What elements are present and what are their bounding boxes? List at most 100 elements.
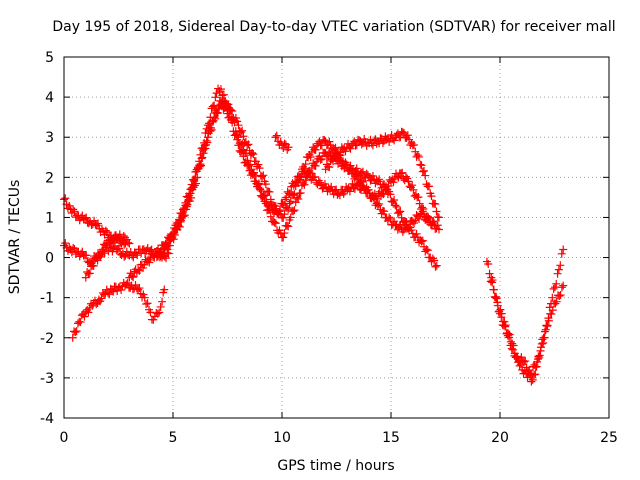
data-point [320, 136, 329, 145]
data-point [413, 151, 422, 160]
data-point [279, 213, 288, 222]
data-point [531, 363, 540, 372]
data-point [385, 213, 394, 222]
data-point [109, 237, 118, 246]
data-point [226, 106, 235, 115]
data-point [155, 308, 164, 317]
data-point [386, 190, 395, 199]
data-point [423, 212, 432, 221]
y-tick-label: 4 [45, 90, 54, 106]
data-point [271, 202, 280, 211]
data-point [175, 216, 184, 225]
series-track-5 [125, 84, 439, 282]
data-point [243, 161, 252, 170]
data-point [218, 91, 227, 100]
data-point [71, 328, 80, 337]
data-point [352, 170, 361, 179]
data-point [101, 226, 110, 235]
data-point [224, 100, 233, 109]
data-point [311, 172, 320, 181]
data-point [316, 155, 325, 164]
data-point [236, 128, 245, 137]
data-point [417, 161, 426, 170]
chart-title: Day 195 of 2018, Sidereal Day-to-day VTE… [52, 19, 615, 35]
data-point [434, 225, 443, 234]
data-point [398, 168, 407, 177]
data-point [202, 136, 211, 145]
data-point [158, 297, 167, 306]
data-point [392, 202, 401, 211]
data-point [346, 164, 355, 173]
data-point [289, 207, 298, 216]
data-point [125, 239, 134, 248]
data-point [76, 318, 85, 327]
data-point [186, 185, 195, 194]
data-point [400, 129, 409, 138]
data-point [281, 195, 290, 204]
data-point [153, 309, 162, 318]
data-point [195, 161, 204, 170]
data-point [329, 190, 338, 199]
data-point [231, 130, 240, 139]
data-point [557, 249, 566, 258]
y-tick-label: 0 [45, 251, 54, 267]
data-point [238, 126, 247, 135]
data-point [550, 283, 559, 292]
data-point [142, 300, 151, 309]
data-point [93, 256, 102, 265]
data-point [375, 175, 384, 184]
data-point [198, 153, 207, 162]
y-tick-label: -1 [40, 291, 54, 307]
data-point [409, 185, 418, 194]
x-tick-label: 15 [382, 430, 400, 446]
data-point [396, 207, 405, 216]
data-point [430, 256, 439, 265]
data-point [554, 265, 563, 274]
axis-ticks [63, 56, 610, 419]
data-point [117, 286, 126, 295]
data-point [255, 184, 264, 193]
data-point [394, 173, 403, 182]
grid [64, 57, 609, 418]
data-point [119, 231, 128, 240]
y-tick-label: 5 [45, 50, 54, 66]
data-point [272, 131, 281, 140]
x-tick-labels: 0 5 10 15 20 25 [60, 430, 618, 446]
data-point [398, 128, 407, 137]
data-point [211, 93, 220, 102]
data-point [210, 113, 219, 122]
data-point [159, 251, 168, 260]
data-point [352, 141, 361, 150]
data-point [113, 245, 122, 254]
data-point [411, 216, 420, 225]
data-point [508, 339, 517, 348]
data-point [259, 191, 268, 200]
data-point [280, 139, 289, 148]
data-point [279, 233, 288, 242]
data-point [156, 302, 165, 311]
data-point [335, 191, 344, 200]
data-point [403, 223, 412, 232]
x-tick-label: 0 [60, 430, 69, 446]
series-track-3 [81, 230, 130, 282]
data-point [170, 228, 179, 237]
data-point [145, 258, 154, 267]
data-point [258, 192, 267, 201]
data-point [544, 316, 553, 325]
series-track-11 [487, 273, 568, 378]
data-point [491, 293, 500, 302]
data-point [368, 191, 377, 200]
y-tick-label: 1 [45, 210, 54, 226]
data-point [327, 182, 336, 191]
data-point [114, 244, 123, 253]
data-point [423, 246, 432, 255]
data-point [167, 234, 176, 243]
data-point [497, 309, 506, 318]
data-point [284, 205, 293, 214]
data-point [556, 291, 565, 300]
data-point [265, 187, 274, 196]
data-point [510, 349, 519, 358]
data-point [135, 284, 144, 293]
data-point [259, 171, 268, 180]
